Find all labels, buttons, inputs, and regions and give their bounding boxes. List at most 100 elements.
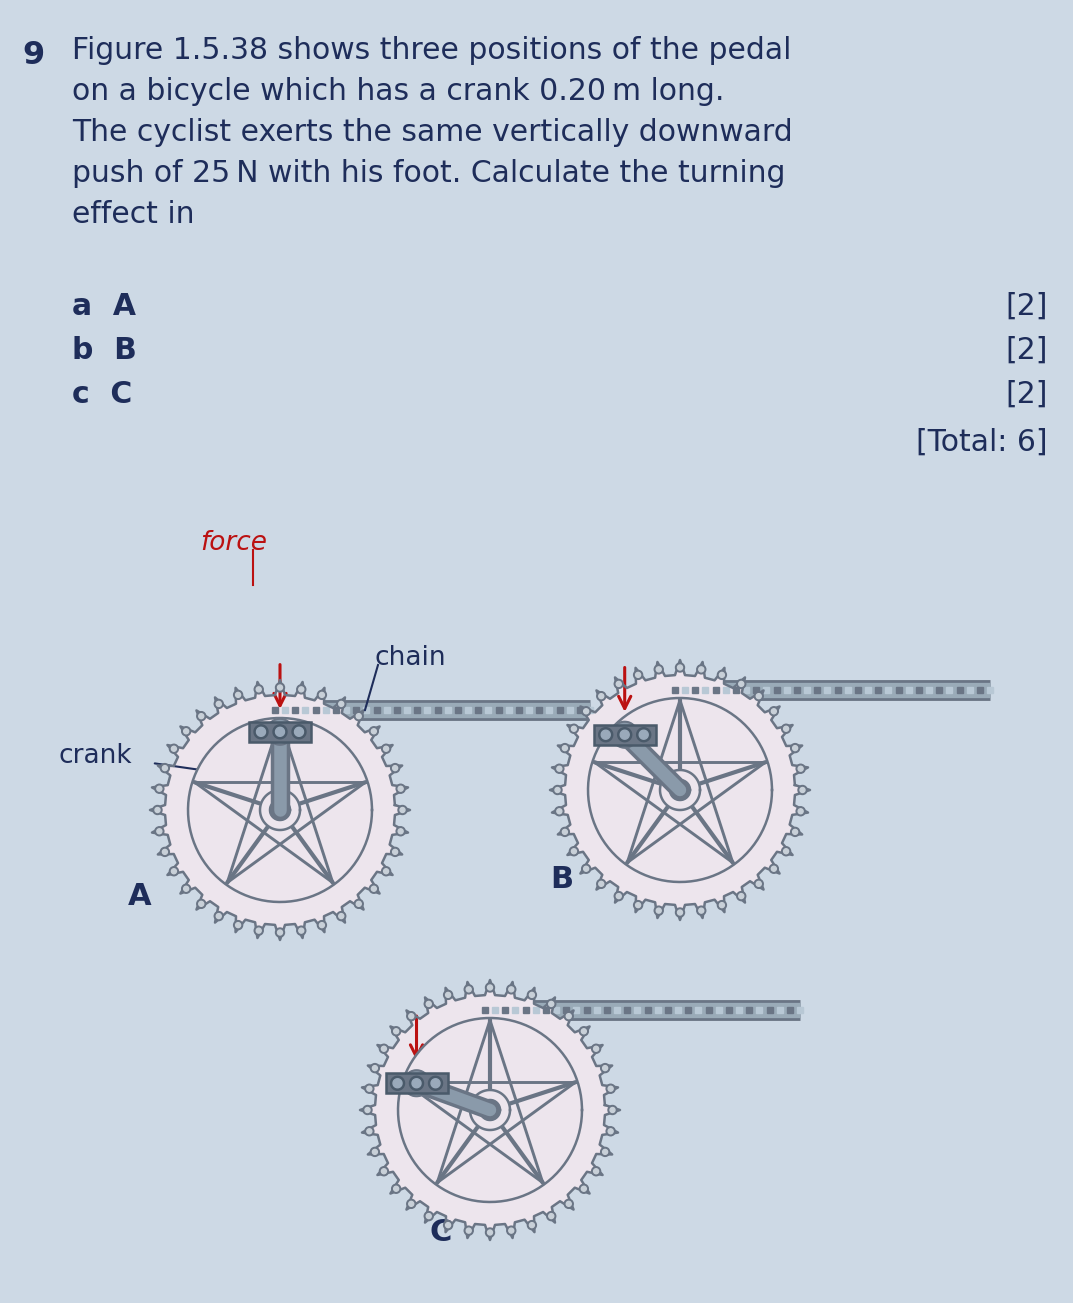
Circle shape: [593, 1169, 599, 1174]
Circle shape: [677, 909, 682, 915]
Circle shape: [635, 672, 641, 678]
Circle shape: [657, 908, 661, 913]
Polygon shape: [620, 730, 629, 739]
Circle shape: [564, 1199, 573, 1208]
Circle shape: [555, 807, 563, 816]
Circle shape: [236, 923, 240, 928]
Circle shape: [676, 663, 685, 672]
Circle shape: [548, 1213, 554, 1218]
Circle shape: [737, 679, 746, 688]
Circle shape: [791, 827, 799, 837]
Polygon shape: [254, 724, 268, 739]
Polygon shape: [391, 1076, 405, 1091]
Polygon shape: [292, 724, 306, 739]
Text: [2]: [2]: [1005, 380, 1048, 409]
Circle shape: [162, 766, 167, 770]
Circle shape: [769, 864, 778, 873]
Circle shape: [183, 886, 189, 891]
Circle shape: [234, 921, 242, 929]
Circle shape: [157, 829, 162, 834]
Circle shape: [196, 899, 206, 908]
Circle shape: [318, 691, 326, 700]
Circle shape: [371, 886, 377, 891]
Circle shape: [781, 847, 791, 856]
Circle shape: [560, 827, 570, 837]
Text: [2]: [2]: [1005, 292, 1048, 321]
Circle shape: [365, 1127, 373, 1136]
Circle shape: [369, 727, 379, 736]
Circle shape: [485, 982, 495, 992]
Circle shape: [553, 786, 562, 795]
Circle shape: [339, 913, 343, 919]
Circle shape: [606, 1127, 615, 1136]
Circle shape: [547, 999, 556, 1009]
Polygon shape: [480, 1100, 500, 1121]
Circle shape: [781, 724, 791, 734]
Polygon shape: [612, 722, 637, 748]
Circle shape: [696, 906, 706, 915]
Polygon shape: [410, 1076, 424, 1091]
Circle shape: [738, 894, 744, 899]
Circle shape: [381, 1046, 386, 1052]
Polygon shape: [412, 1079, 421, 1088]
Circle shape: [354, 899, 364, 908]
Circle shape: [487, 985, 493, 990]
Circle shape: [635, 903, 641, 908]
Circle shape: [529, 993, 534, 997]
Circle shape: [509, 1229, 514, 1233]
Circle shape: [396, 784, 406, 794]
Polygon shape: [640, 730, 648, 739]
Polygon shape: [403, 1070, 429, 1096]
Circle shape: [215, 700, 223, 709]
Circle shape: [363, 1105, 372, 1114]
Polygon shape: [618, 727, 632, 741]
FancyBboxPatch shape: [249, 722, 311, 741]
Circle shape: [562, 745, 568, 751]
Circle shape: [582, 706, 590, 715]
Circle shape: [528, 1221, 536, 1230]
Text: [Total: 6]: [Total: 6]: [916, 427, 1048, 457]
Circle shape: [409, 1201, 414, 1207]
Polygon shape: [588, 698, 771, 882]
Circle shape: [181, 885, 191, 894]
Circle shape: [356, 902, 362, 907]
Circle shape: [582, 1186, 586, 1191]
Circle shape: [367, 1087, 372, 1091]
Circle shape: [719, 672, 724, 678]
Polygon shape: [428, 1076, 442, 1091]
Circle shape: [506, 1226, 516, 1235]
Circle shape: [655, 665, 663, 674]
Circle shape: [699, 908, 704, 913]
Circle shape: [796, 807, 805, 816]
Circle shape: [234, 691, 242, 700]
Circle shape: [582, 1029, 586, 1033]
Circle shape: [318, 921, 326, 929]
Circle shape: [426, 1213, 431, 1218]
Circle shape: [424, 1212, 433, 1221]
Circle shape: [215, 912, 223, 921]
Circle shape: [509, 986, 514, 992]
Circle shape: [601, 1063, 609, 1072]
Circle shape: [297, 685, 306, 694]
Text: Figure 1.5.38 shows three positions of the pedal
on a bicycle which has a crank : Figure 1.5.38 shows three positions of t…: [72, 36, 793, 229]
Circle shape: [297, 926, 306, 936]
Circle shape: [570, 847, 578, 856]
Circle shape: [339, 701, 343, 706]
Circle shape: [754, 880, 763, 889]
Circle shape: [337, 912, 346, 921]
Circle shape: [657, 667, 661, 672]
Circle shape: [320, 923, 324, 928]
Circle shape: [153, 805, 162, 814]
Circle shape: [771, 866, 777, 872]
Circle shape: [633, 900, 643, 909]
Circle shape: [793, 745, 797, 751]
Circle shape: [798, 809, 803, 814]
Circle shape: [372, 1066, 378, 1071]
Circle shape: [400, 808, 405, 813]
Circle shape: [756, 881, 761, 886]
Circle shape: [771, 709, 777, 714]
Circle shape: [601, 1148, 609, 1156]
Circle shape: [337, 700, 346, 709]
Circle shape: [370, 1148, 380, 1156]
Circle shape: [798, 786, 807, 795]
